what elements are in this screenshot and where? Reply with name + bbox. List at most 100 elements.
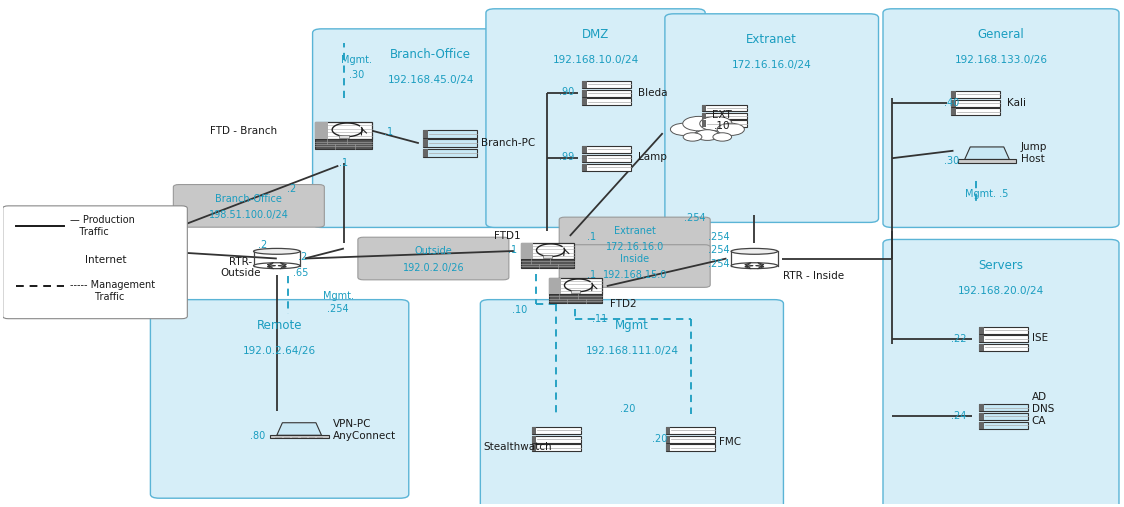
Text: 192.168.15.0: 192.168.15.0: [602, 270, 667, 280]
Ellipse shape: [713, 133, 732, 141]
FancyBboxPatch shape: [582, 90, 587, 97]
FancyBboxPatch shape: [667, 427, 670, 434]
Text: 172.16.16.0: 172.16.16.0: [606, 242, 664, 252]
Text: 172.16.16.0/24: 172.16.16.0/24: [732, 60, 812, 70]
FancyBboxPatch shape: [582, 81, 587, 88]
FancyBboxPatch shape: [582, 164, 632, 170]
Text: — Production
   Traffic: — Production Traffic: [70, 215, 135, 237]
Ellipse shape: [98, 238, 132, 254]
FancyBboxPatch shape: [424, 130, 477, 137]
FancyBboxPatch shape: [532, 444, 581, 451]
FancyBboxPatch shape: [316, 122, 328, 139]
FancyBboxPatch shape: [2, 206, 188, 319]
FancyBboxPatch shape: [951, 91, 1000, 98]
Polygon shape: [277, 423, 321, 436]
FancyBboxPatch shape: [1005, 160, 1012, 161]
Text: .24: .24: [951, 412, 967, 421]
Ellipse shape: [717, 123, 744, 135]
Text: .254: .254: [708, 232, 729, 242]
Ellipse shape: [670, 123, 698, 135]
FancyBboxPatch shape: [582, 98, 587, 105]
Text: General: General: [978, 28, 1024, 41]
Ellipse shape: [682, 117, 715, 131]
FancyBboxPatch shape: [338, 135, 348, 138]
Text: ----- Management
        Traffic: ----- Management Traffic: [70, 280, 155, 302]
FancyBboxPatch shape: [173, 185, 325, 227]
Text: Mgmt. .5: Mgmt. .5: [966, 189, 1008, 199]
Text: .10: .10: [511, 305, 527, 315]
FancyBboxPatch shape: [980, 160, 986, 161]
FancyBboxPatch shape: [486, 9, 705, 228]
FancyBboxPatch shape: [979, 413, 1028, 420]
FancyBboxPatch shape: [667, 436, 670, 443]
FancyBboxPatch shape: [532, 436, 536, 443]
Text: .254: .254: [685, 213, 706, 223]
FancyBboxPatch shape: [270, 435, 328, 439]
FancyBboxPatch shape: [520, 259, 574, 268]
FancyBboxPatch shape: [283, 436, 290, 437]
Text: Outside: Outside: [415, 246, 452, 257]
Text: Jump
Host: Jump Host: [1021, 142, 1046, 164]
Text: FTD2: FTD2: [610, 299, 636, 309]
FancyBboxPatch shape: [979, 327, 984, 334]
Text: .11: .11: [592, 314, 608, 323]
FancyBboxPatch shape: [316, 122, 372, 139]
Text: 192.0.2.0/26: 192.0.2.0/26: [402, 263, 464, 273]
FancyBboxPatch shape: [549, 294, 602, 303]
FancyBboxPatch shape: [667, 444, 715, 451]
FancyBboxPatch shape: [667, 444, 670, 451]
Ellipse shape: [103, 219, 151, 240]
Ellipse shape: [61, 229, 100, 247]
Text: Branch-Office: Branch-Office: [216, 194, 282, 204]
FancyBboxPatch shape: [424, 149, 428, 157]
Text: Extranet: Extranet: [746, 33, 797, 46]
FancyBboxPatch shape: [532, 436, 581, 443]
FancyBboxPatch shape: [582, 155, 587, 162]
FancyBboxPatch shape: [424, 139, 477, 147]
FancyBboxPatch shape: [424, 130, 428, 137]
FancyBboxPatch shape: [520, 243, 574, 259]
FancyBboxPatch shape: [667, 427, 715, 434]
FancyBboxPatch shape: [951, 100, 955, 106]
FancyBboxPatch shape: [667, 436, 715, 443]
FancyBboxPatch shape: [701, 104, 706, 111]
FancyBboxPatch shape: [582, 146, 587, 153]
Text: .22: .22: [951, 334, 967, 344]
Text: Mgmt.: Mgmt.: [323, 291, 354, 301]
FancyBboxPatch shape: [582, 90, 632, 97]
FancyBboxPatch shape: [979, 335, 984, 342]
FancyBboxPatch shape: [979, 405, 1028, 411]
Text: .40: .40: [943, 98, 959, 108]
FancyBboxPatch shape: [883, 239, 1120, 507]
Text: .30: .30: [348, 70, 364, 81]
FancyBboxPatch shape: [951, 100, 1000, 106]
Text: .20: .20: [652, 434, 667, 444]
FancyBboxPatch shape: [979, 344, 984, 351]
Text: .2: .2: [298, 251, 307, 262]
Text: Inside: Inside: [620, 254, 650, 264]
FancyBboxPatch shape: [532, 444, 536, 451]
FancyBboxPatch shape: [520, 243, 533, 259]
Ellipse shape: [129, 229, 169, 247]
Ellipse shape: [731, 263, 778, 269]
FancyBboxPatch shape: [549, 278, 602, 294]
FancyBboxPatch shape: [316, 139, 372, 149]
Text: RTR-
Outside: RTR- Outside: [220, 257, 261, 278]
Ellipse shape: [254, 248, 300, 255]
Ellipse shape: [80, 243, 107, 255]
FancyBboxPatch shape: [971, 160, 978, 161]
FancyBboxPatch shape: [549, 278, 561, 294]
FancyBboxPatch shape: [979, 413, 984, 420]
FancyBboxPatch shape: [951, 91, 955, 98]
Text: Lamp: Lamp: [638, 152, 667, 162]
Text: .254: .254: [327, 304, 350, 314]
Text: Stealthwatch: Stealthwatch: [483, 442, 552, 452]
Text: 192.168.111.0/24: 192.168.111.0/24: [586, 346, 679, 356]
Text: 192.168.133.0/26: 192.168.133.0/26: [954, 55, 1048, 65]
FancyBboxPatch shape: [582, 155, 632, 162]
Text: .99: .99: [559, 152, 574, 162]
FancyBboxPatch shape: [582, 81, 632, 88]
Text: 192.168.45.0/24: 192.168.45.0/24: [388, 76, 474, 86]
Text: .20: .20: [620, 404, 636, 414]
Polygon shape: [964, 147, 1009, 160]
